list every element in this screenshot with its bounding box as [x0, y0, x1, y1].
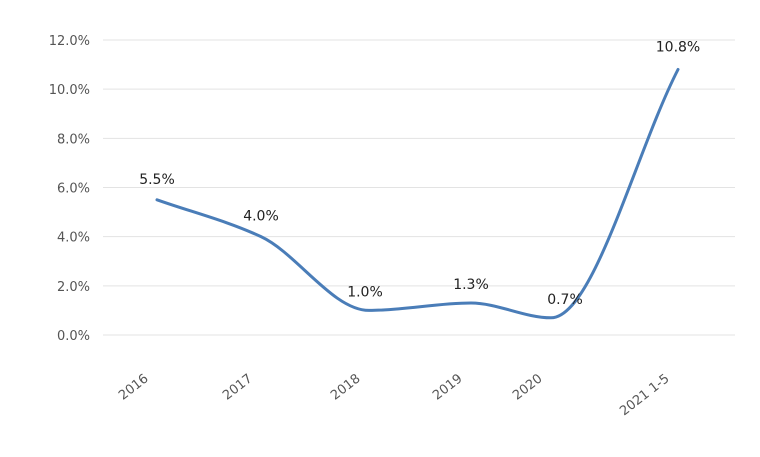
- data-label: 10.8%: [656, 40, 700, 56]
- y-tick-label: 4.0%: [57, 231, 90, 246]
- y-tick-label: 12.0%: [49, 34, 90, 49]
- y-tick-label: 10.0%: [49, 83, 90, 98]
- data-label: 1.3%: [453, 277, 489, 293]
- x-tick-label: 2020: [510, 371, 545, 403]
- y-axis-tick-labels: 0.0% 2.0% 4.0% 6.0% 8.0% 10.0% 12.0%: [49, 34, 90, 344]
- series-line: [155, 68, 680, 320]
- x-tick-label: 2016: [116, 371, 151, 403]
- y-tick-label: 2.0%: [57, 280, 90, 295]
- data-label: 4.0%: [243, 209, 279, 225]
- x-tick-label: 2017: [220, 371, 255, 403]
- x-axis-tick-labels: 2016 2017 2018 2019 2020 2021 1-5: [116, 371, 672, 419]
- series-lines: [155, 68, 680, 320]
- y-tick-label: 0.0%: [57, 329, 90, 344]
- x-tick-label: 2019: [430, 371, 465, 403]
- data-label: 1.0%: [347, 284, 383, 300]
- data-label: 5.5%: [139, 172, 175, 188]
- x-tick-label: 2021 1-5: [617, 371, 672, 419]
- gridlines: [103, 39, 735, 336]
- data-labels: 5.5% 4.0% 1.0% 1.3% 0.7% 10.8%: [139, 40, 700, 308]
- x-tick-label: 2018: [328, 371, 363, 403]
- data-label: 0.7%: [547, 292, 583, 308]
- y-tick-label: 6.0%: [57, 182, 90, 197]
- y-tick-label: 8.0%: [57, 132, 90, 147]
